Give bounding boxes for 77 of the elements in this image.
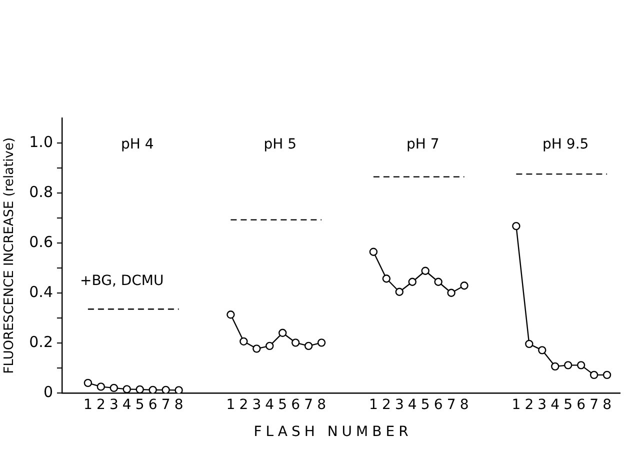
point [395,288,404,296]
x-tick-label: 6 [148,397,158,414]
y-tick-label: 0 [43,383,53,402]
y-tick-label: 0.4 [29,283,53,302]
y-axis-title: FLUORESCENCE INCREASE (relative) [2,137,18,374]
point [602,370,612,380]
x-tick-label: 4 [265,397,274,414]
point [590,370,598,380]
point [266,342,274,350]
x-tick-label: 1 [512,397,521,414]
point [525,340,534,348]
x-tick-label: 3 [394,397,404,414]
point [96,382,106,391]
point [512,222,520,230]
annotation: pH 7 [406,136,440,153]
point [304,342,313,350]
point [564,361,572,370]
x-tick-label: 8 [602,397,612,414]
annotation: pH 9.5 [542,136,589,153]
point [136,385,144,394]
x-tick-label: 6 [576,397,586,414]
point [174,386,183,394]
point [291,338,300,347]
point [460,282,468,290]
x-axis-title: FLASH NUMBER [252,424,414,440]
point [110,384,118,392]
x-tick-label: 8 [317,397,326,414]
y-tick-label: 0.2 [29,333,53,352]
point [226,310,235,319]
point [382,274,391,283]
x-tick-label: 2 [524,397,534,414]
x-tick-label: 5 [135,397,144,414]
x-tick-label: 6 [434,397,443,414]
annotation: pH 4 [120,136,154,153]
point [434,278,442,286]
point [408,278,416,286]
point [84,378,92,388]
point [576,361,586,370]
x-tick-label: 7 [161,397,170,414]
point [538,346,546,354]
x-tick-label: 1 [368,397,378,414]
x-tick-label: 4 [550,397,560,414]
x-tick-label: 3 [252,397,262,414]
x-tick-label: 7 [304,397,314,414]
x-tick-label: 6 [291,397,300,414]
annotation: +BG, DCMU [80,272,164,289]
point [551,362,560,371]
x-tick-label: 5 [564,397,573,414]
x-tick-label: 5 [278,397,288,414]
y-tick-label: 1.0 [29,132,53,151]
x-tick-label: 8 [174,397,184,414]
annotation: pH 5 [264,136,297,153]
point [369,248,378,256]
point [278,328,287,338]
x-tick-label: 1 [83,397,92,414]
x-tick-label: 1 [226,397,236,414]
y-tick-label: 0.6 [29,232,53,251]
point [240,337,248,346]
point [252,344,261,353]
x-tick-label: 4 [408,397,417,414]
x-tick-label: 8 [460,397,469,414]
point [162,386,170,394]
x-tick-label: 2 [239,397,248,414]
x-tick-label: 7 [446,397,456,414]
point [447,288,456,297]
point [421,266,430,275]
x-tick-label: 2 [382,397,391,414]
point [122,385,131,394]
x-tick-label: 3 [109,397,118,414]
point [148,386,157,394]
x-tick-label: 2 [96,397,106,414]
x-tick-label: 7 [590,397,599,414]
x-tick-label: 5 [420,397,430,414]
x-tick-label: 4 [122,397,132,414]
point [317,338,326,347]
x-tick-label: 3 [538,397,547,414]
y-tick-label: 0.8 [29,182,53,201]
